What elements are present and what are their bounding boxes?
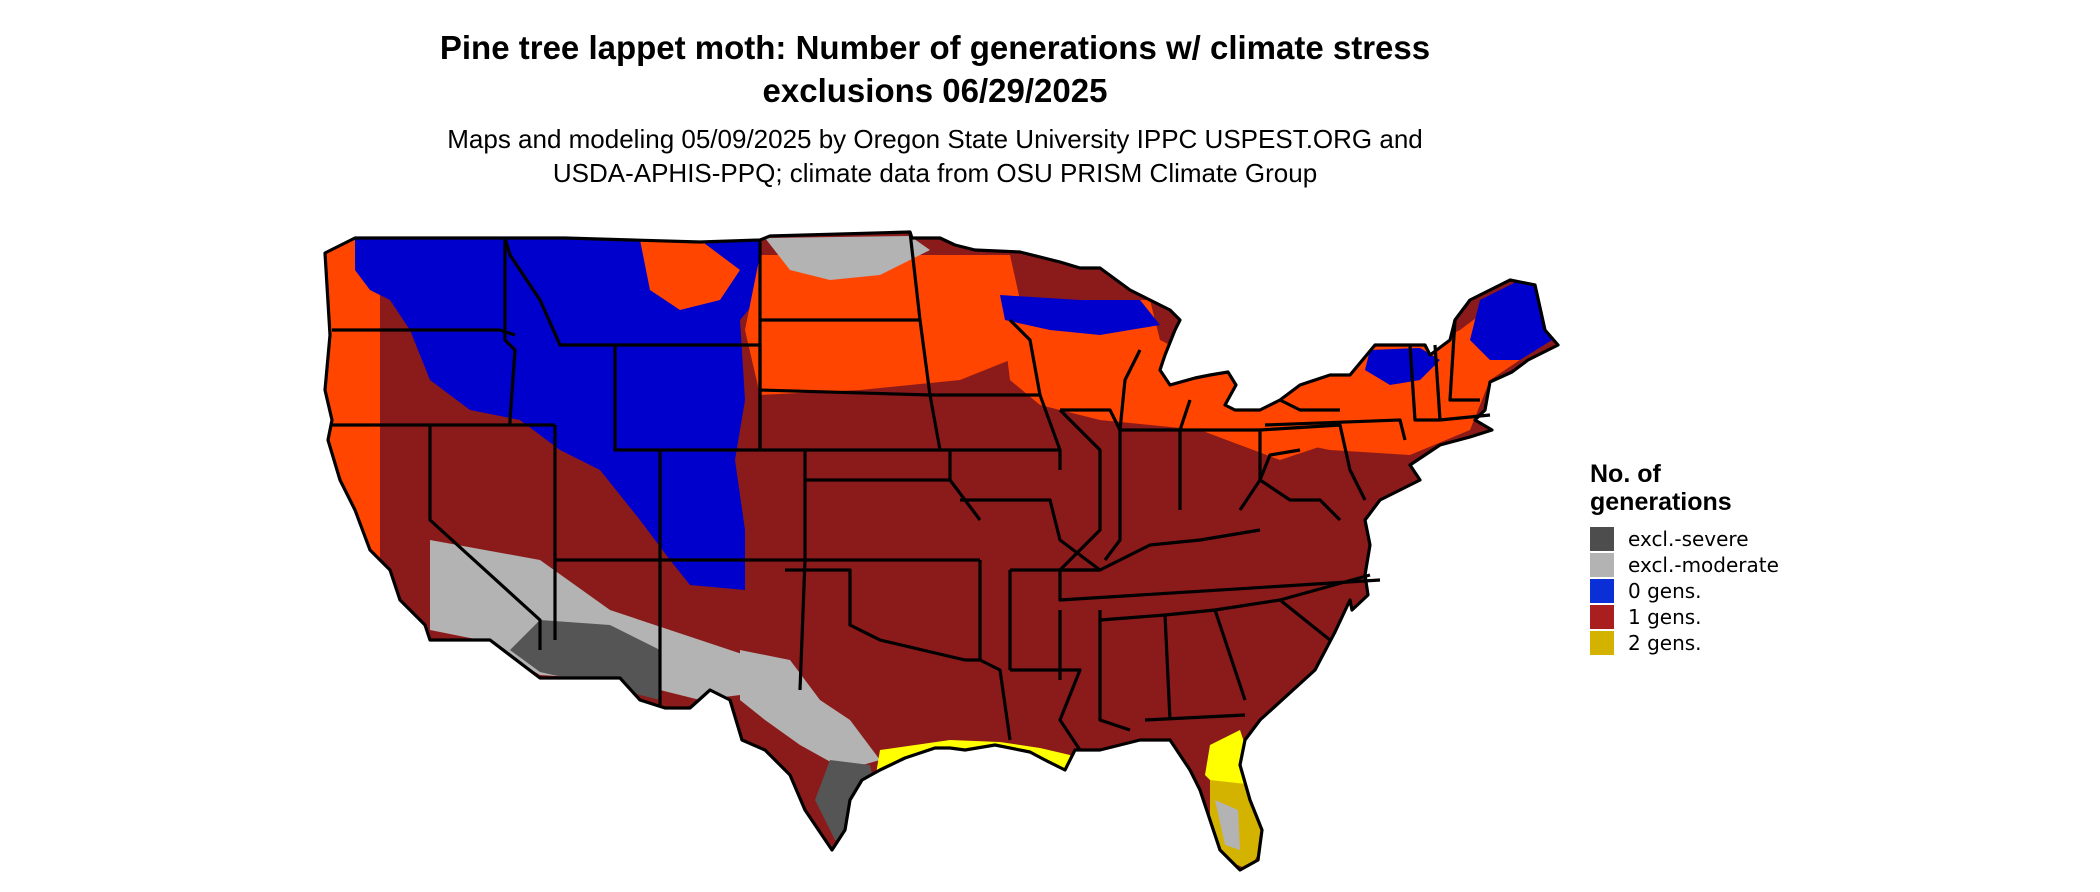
border-ky-tn xyxy=(1058,528,1381,602)
border-pa-ny xyxy=(1264,398,1407,441)
legend-swatch xyxy=(1590,605,1614,629)
zone-transition-dakotas xyxy=(745,255,1020,395)
border-tx-east xyxy=(978,560,1012,741)
legend-swatch xyxy=(1590,579,1614,603)
zone-excl-moderate-florida xyxy=(1215,800,1240,850)
map-subtitle-line-1: Maps and modeling 05/09/2025 by Oregon S… xyxy=(447,124,1423,154)
zone-transition-montana-plains xyxy=(640,240,740,310)
legend-title-line-1: No. of xyxy=(1590,460,1661,488)
legend-label: 1 gens. xyxy=(1628,605,1702,629)
border-ks-ok xyxy=(785,478,980,662)
border-ca-nv xyxy=(428,425,542,650)
zone-transition-west xyxy=(325,232,380,600)
legend-label: 2 gens. xyxy=(1628,631,1702,655)
legend-item-excl-moderate: excl.-moderate xyxy=(1590,552,1790,578)
border-mn-ia-wi xyxy=(930,318,1122,451)
legend-swatch xyxy=(1590,553,1614,577)
legend-swatch xyxy=(1590,527,1614,551)
border-va-wv-pa xyxy=(1258,423,1367,522)
border-nd-mn xyxy=(908,231,942,451)
border-il-in-oh xyxy=(1058,408,1262,572)
zone-two-gen-gulf-coast xyxy=(860,740,1080,840)
legend-item-zero-gens: 0 gens. xyxy=(1590,578,1790,604)
legend-label: 0 gens. xyxy=(1628,579,1702,603)
legend-label: excl.-moderate xyxy=(1628,553,1779,577)
border-new-england xyxy=(1408,319,1491,422)
state-borders xyxy=(323,230,1560,872)
legend-item-excl-severe: excl.-severe xyxy=(1590,526,1790,552)
zone-excl-moderate-west-texas xyxy=(740,650,880,770)
border-wy xyxy=(613,343,762,452)
legend-item-two-gens: 2 gens. xyxy=(1590,630,1790,656)
legend-item-one-gens: 1 gens. xyxy=(1590,604,1790,630)
zone-excl-moderate-north-dakota xyxy=(765,236,930,280)
border-id-west xyxy=(503,238,517,425)
border-ar-la-ms xyxy=(1008,570,1131,751)
legend-swatch xyxy=(1590,631,1614,655)
zone-zero-gen-adirondacks xyxy=(1365,348,1440,385)
generation-zones xyxy=(325,232,1558,870)
map-title: Pine tree lappet moth: Number of generat… xyxy=(0,26,1870,112)
zone-zero-gen-maine xyxy=(1470,280,1552,360)
map-subtitle: Maps and modeling 05/09/2025 by Oregon S… xyxy=(0,122,1870,190)
legend-title-line-2: generations xyxy=(1590,488,1732,516)
map-title-line-1: Pine tree lappet moth: Number of generat… xyxy=(439,29,1431,66)
border-mt-id-wy xyxy=(503,237,615,347)
legend-title: No. of generations xyxy=(1590,460,1790,516)
map-subtitle-line-2: USDA-APHIS-PPQ; climate data from OSU PR… xyxy=(552,158,1318,188)
border-mi-lower xyxy=(1118,349,1192,431)
border-sc-nc xyxy=(1214,573,1371,642)
border-wa-or xyxy=(332,328,516,337)
legend-items: excl.-severe excl.-moderate 0 gens. 1 ge… xyxy=(1590,526,1790,656)
border-mt-nd-sd-ne xyxy=(758,240,982,521)
legend: No. of generations excl.-severe excl.-mo… xyxy=(1590,460,1790,656)
zone-zero-gen-upper-michigan xyxy=(1000,295,1160,335)
zone-zero-gen-northwest xyxy=(355,235,765,590)
border-outline xyxy=(323,230,1560,872)
legend-label: excl.-severe xyxy=(1628,527,1749,551)
map-title-line-2: exclusions 06/29/2025 xyxy=(762,72,1108,109)
